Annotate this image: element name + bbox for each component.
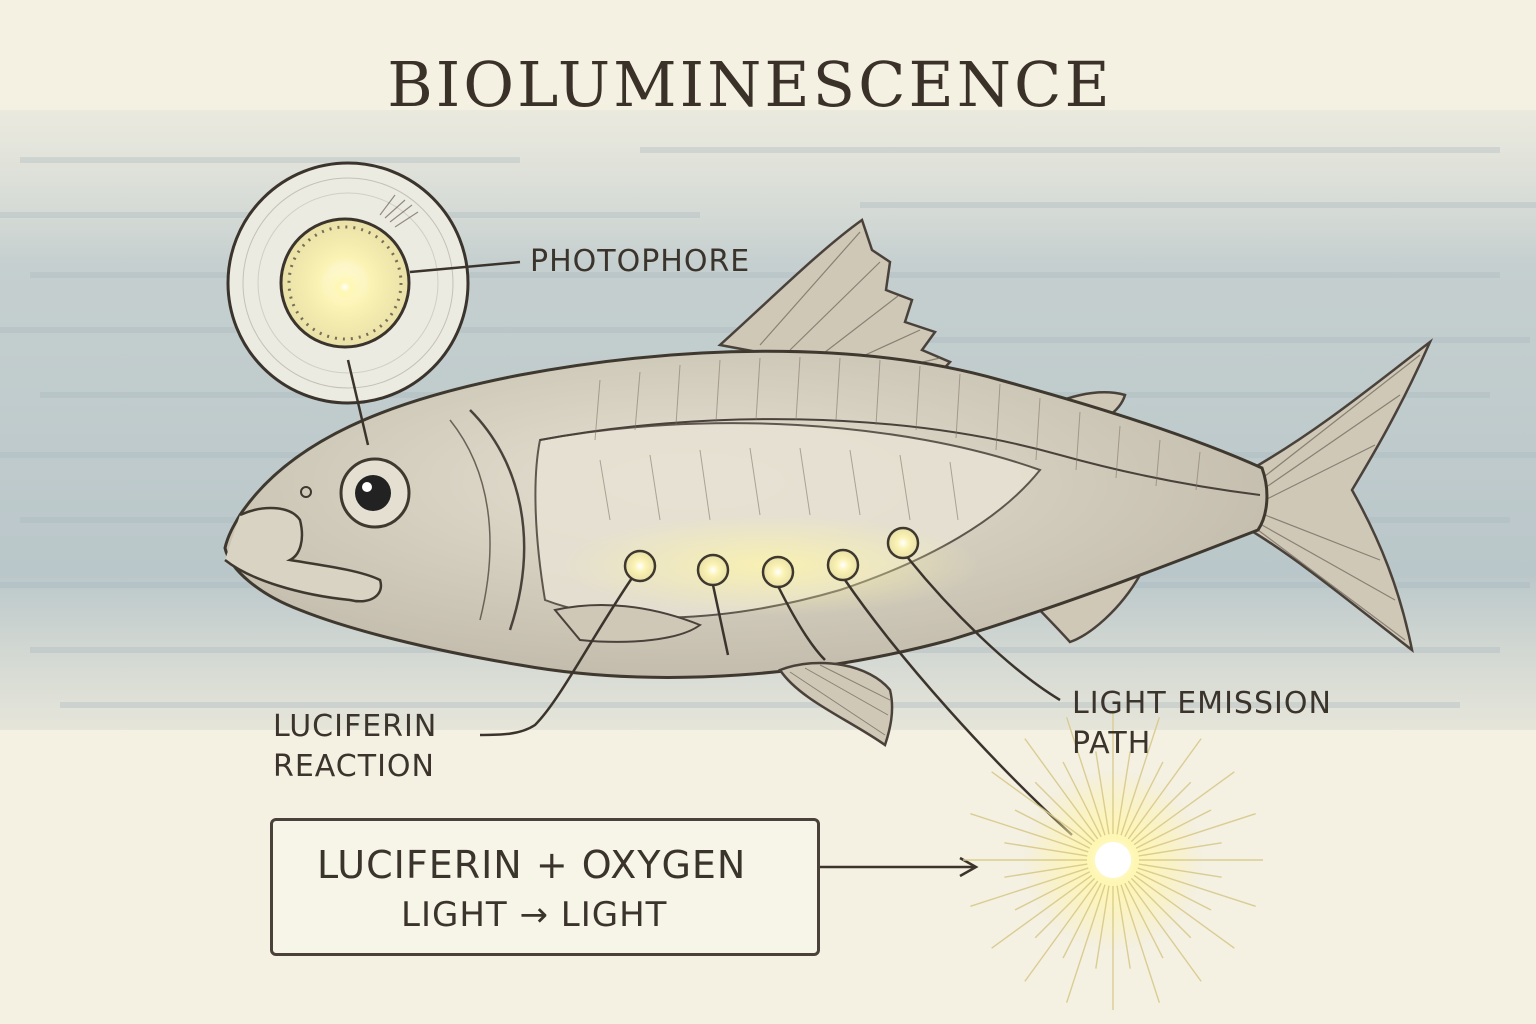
light-ray (1137, 812, 1256, 853)
light-ray (1120, 884, 1161, 1003)
equation-line-2: LIGHT → LIGHT (401, 895, 668, 935)
leader-line-photophore (409, 260, 521, 274)
light-ray (1116, 751, 1131, 835)
light-ray (1062, 761, 1102, 838)
photophore-callout (226, 161, 470, 405)
pectoral-fin (553, 604, 703, 643)
light-ray (991, 874, 1093, 949)
fish-nostril (300, 486, 312, 498)
light-ray (1133, 874, 1235, 949)
leader-lines (479, 557, 1073, 836)
belly-photophore (886, 526, 920, 560)
light-ray (1124, 761, 1164, 838)
light-ray (1062, 882, 1102, 959)
fish-mouth (224, 506, 383, 603)
leader-line-to-emission (776, 585, 826, 661)
light-ray (1124, 882, 1164, 959)
light-ray (1095, 751, 1110, 835)
belly-photophore (696, 553, 730, 587)
belly-photophore (623, 549, 657, 583)
leader-line-light-emission (907, 557, 1061, 702)
label-light-emission-line1: LIGHT EMISSION (1072, 686, 1332, 721)
gill-cover (469, 409, 526, 631)
light-ray (1130, 877, 1192, 939)
light-ray (1120, 717, 1161, 836)
belly-photophores (623, 526, 920, 589)
light-ray (1065, 884, 1106, 1003)
light-ray (1065, 717, 1106, 836)
leader-line-light-burst (843, 579, 1073, 836)
fish-eye (339, 457, 411, 529)
light-ray (1034, 781, 1096, 843)
light-ray (1133, 771, 1235, 846)
light-ray (1127, 880, 1202, 982)
light-ray (1004, 842, 1088, 857)
light-ray (1024, 738, 1099, 840)
equation-arrow (820, 856, 979, 878)
tail-fin (1248, 341, 1432, 654)
belly-photophore (826, 548, 860, 582)
equation-box: LUCIFERIN + OXYGEN LIGHT → LIGHT (270, 818, 820, 956)
light-ray (1135, 871, 1212, 911)
diagram-title: BIOLUMINESCENCE (387, 48, 1113, 121)
light-ray (1137, 867, 1256, 908)
lateral-line (539, 418, 1261, 496)
light-ray (970, 867, 1089, 908)
light-ray (1004, 863, 1088, 878)
light-ray (991, 771, 1093, 846)
label-luciferin-reaction-line2: REACTION (273, 749, 435, 784)
equation-line-1: LUCIFERIN + OXYGEN (317, 843, 747, 887)
light-ray (1135, 809, 1212, 849)
label-photophore: PHOTOPHORE (530, 244, 751, 279)
leader-line-callout-to-fish (346, 359, 370, 446)
label-light-emission-line2: PATH (1072, 726, 1152, 761)
light-ray (1130, 781, 1192, 843)
leader-line-pelvic (711, 584, 730, 656)
light-ray (1014, 871, 1091, 911)
leader-line-luciferin-reaction (479, 577, 634, 737)
label-luciferin-reaction-line1: LUCIFERIN (273, 709, 438, 744)
light-burst (963, 710, 1263, 1010)
light-ray (1116, 885, 1131, 969)
light-ray (1127, 738, 1202, 840)
light-ray (1014, 809, 1091, 849)
light-ray (1138, 842, 1222, 857)
light-ray (970, 812, 1089, 853)
belly-photophore (761, 555, 795, 589)
light-ray (1034, 877, 1096, 939)
light-ray (1024, 880, 1099, 982)
scale-hatching (594, 356, 1201, 521)
light-ray (1095, 885, 1110, 969)
light-ray (1138, 863, 1222, 878)
